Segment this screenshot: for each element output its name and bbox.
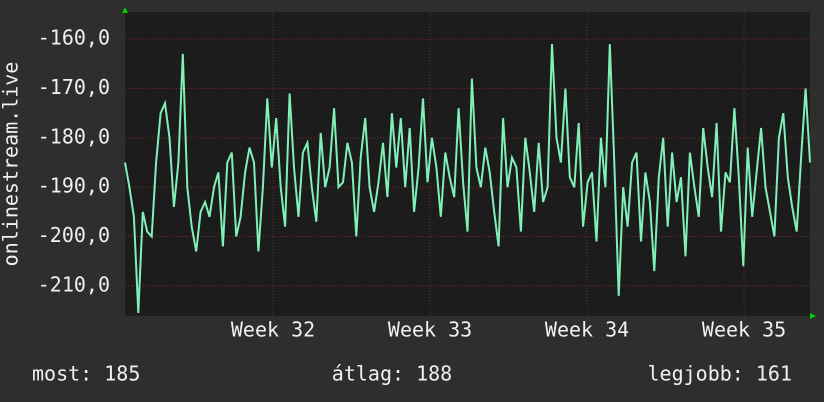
axis-arrow — [810, 313, 816, 319]
data-line — [124, 44, 811, 314]
y-tick-label: -200,0 — [38, 223, 110, 247]
y-tick-label: -180,0 — [38, 124, 110, 148]
x-tick-label: Week 33 — [388, 318, 472, 342]
y-tick-label: -190,0 — [38, 174, 110, 198]
stat-current: most: 185 — [32, 362, 140, 386]
stat-best: legjobb: 161 — [648, 362, 793, 386]
x-tick-label: Week 34 — [545, 318, 629, 342]
plot-area — [125, 12, 810, 316]
x-tick-label: Week 35 — [702, 318, 786, 342]
y-tick-label: -170,0 — [38, 75, 110, 99]
y-tick-label: -210,0 — [38, 272, 110, 296]
axis-arrow — [122, 7, 128, 13]
x-tick-label: Week 32 — [231, 318, 315, 342]
y-tick-label: -160,0 — [38, 26, 110, 50]
y-axis-label: onlinestream.live — [0, 62, 23, 267]
stat-average: átlag: 188 — [332, 362, 452, 386]
